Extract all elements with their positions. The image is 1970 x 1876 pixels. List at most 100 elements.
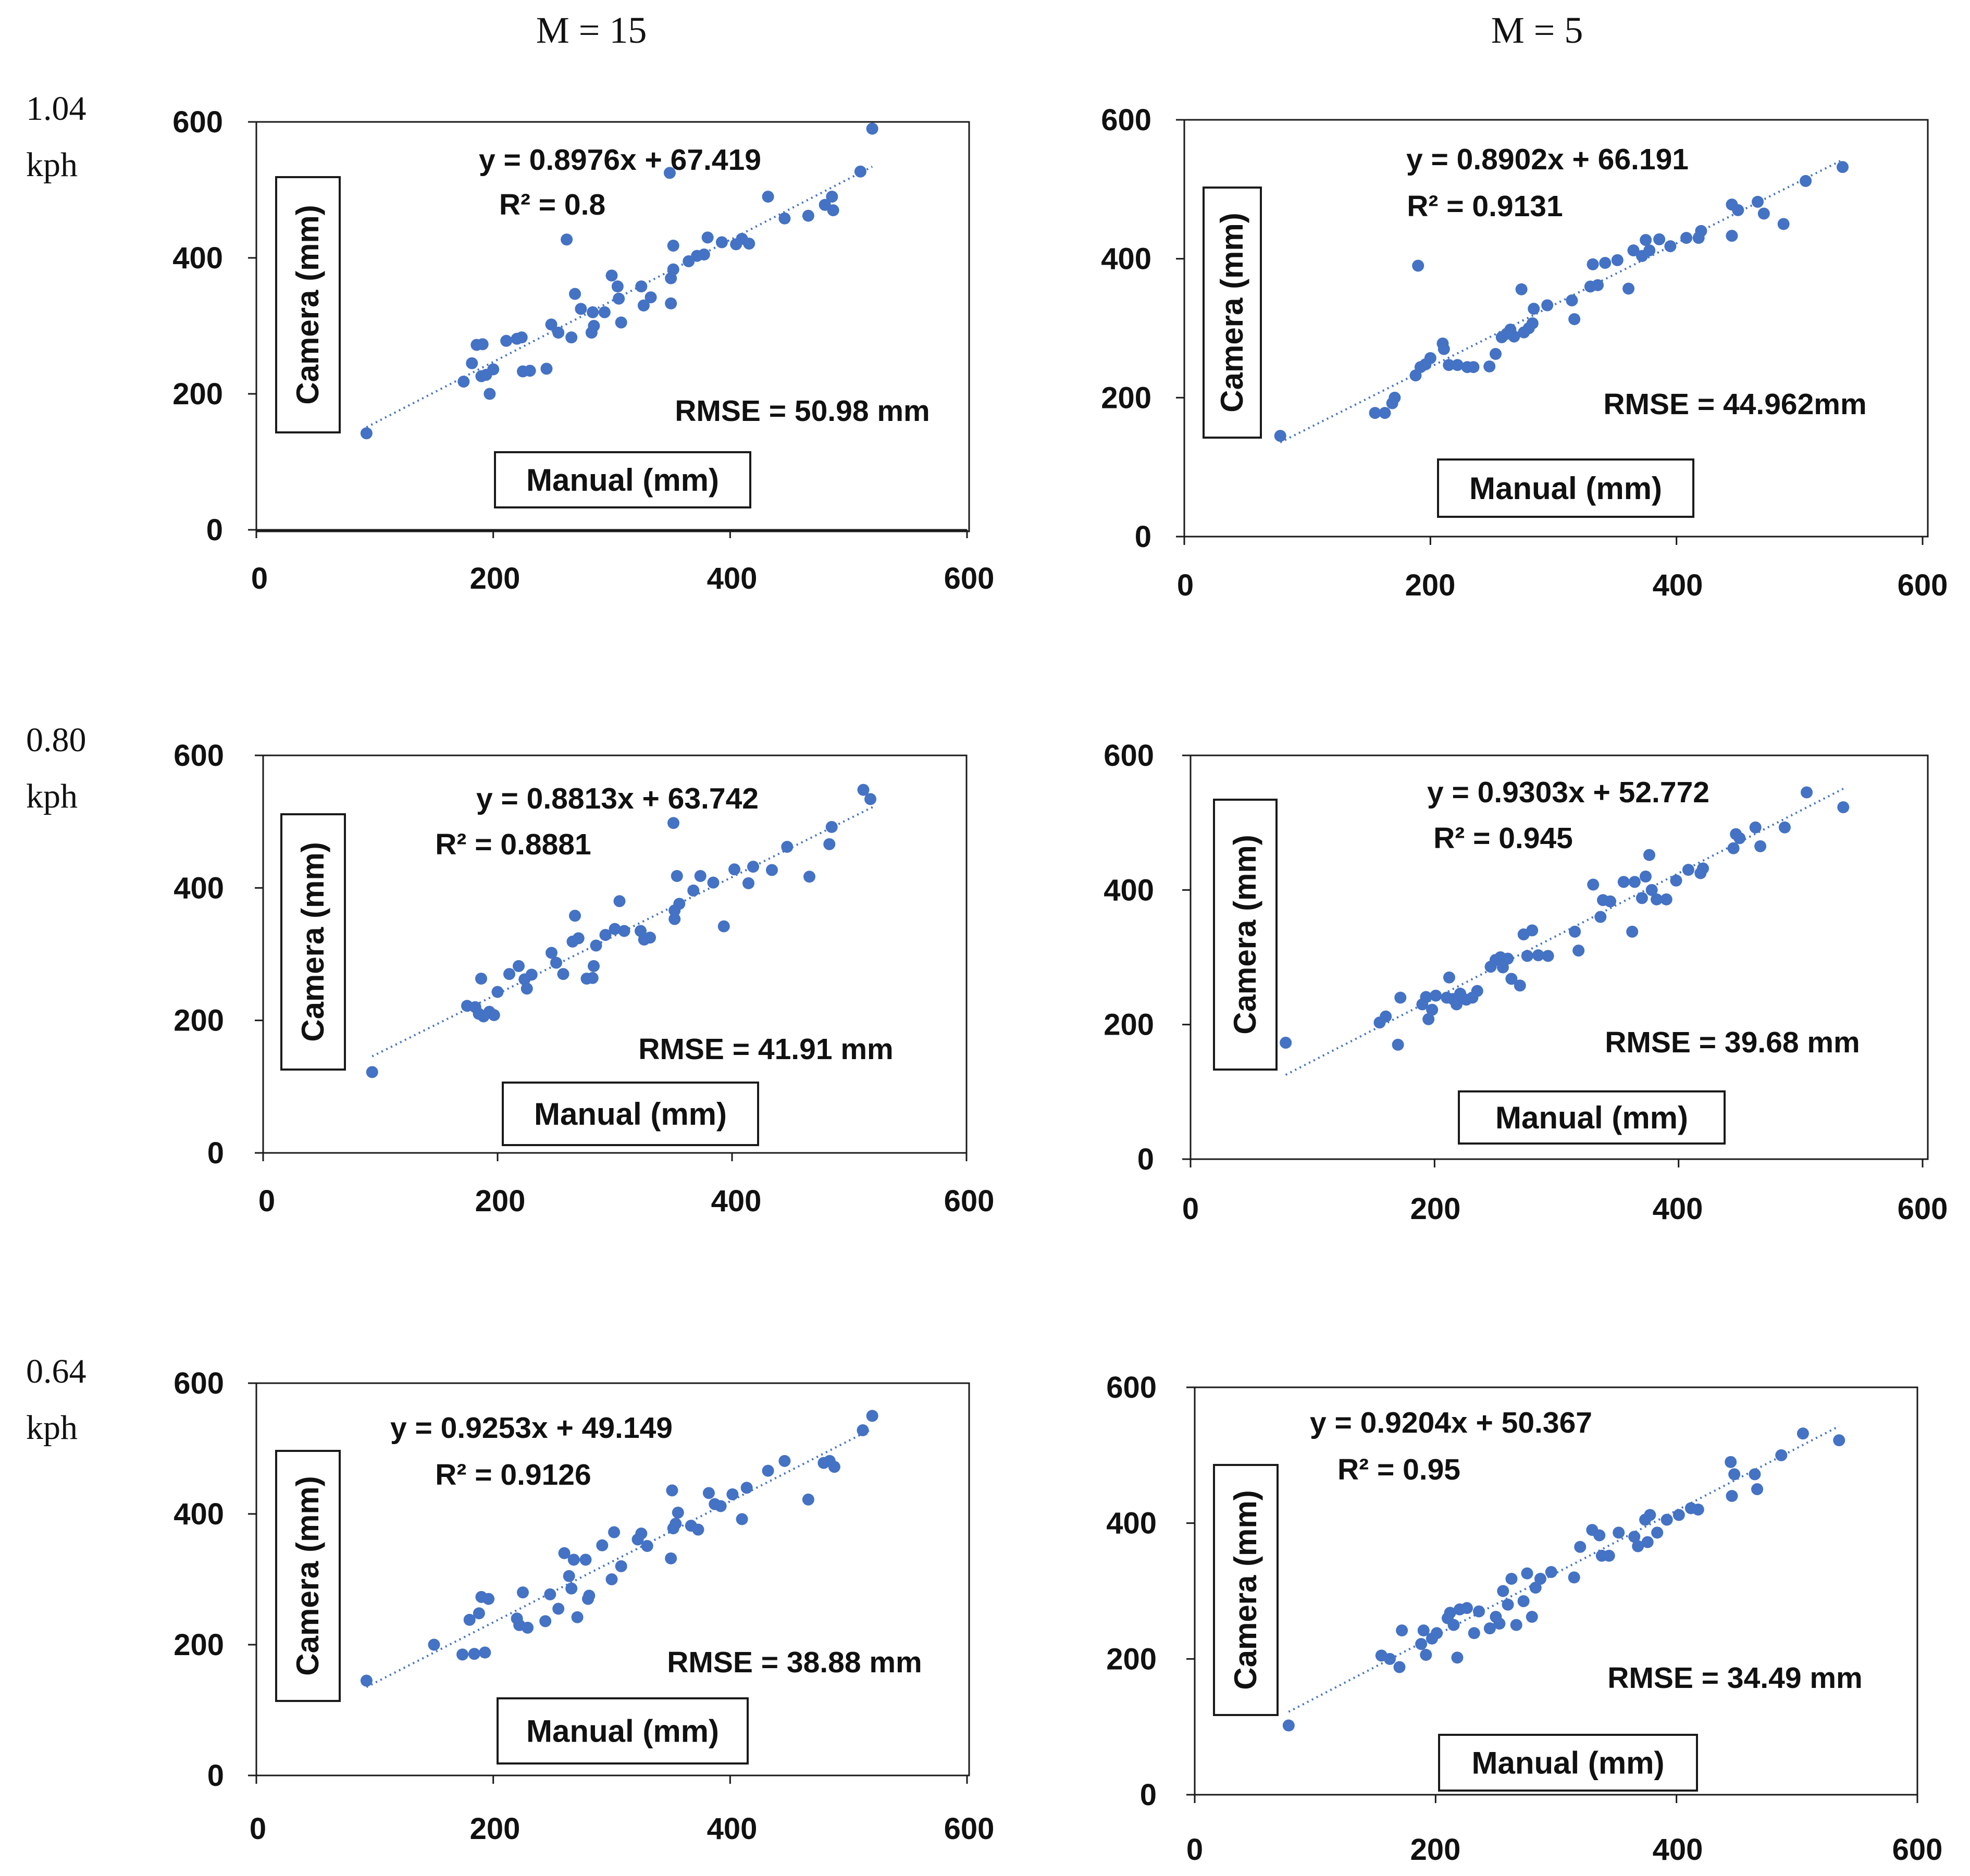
data-point	[1426, 1003, 1439, 1016]
data-point	[1508, 330, 1520, 343]
y-axis-title-box	[1203, 187, 1262, 439]
x-tick-label: 600	[1892, 1833, 1943, 1867]
x-tick-label: 400	[1653, 568, 1703, 602]
trendline-equation: y = 0.9303x + 52.772	[1427, 776, 1709, 809]
data-point	[692, 1523, 704, 1536]
data-point	[1645, 884, 1658, 896]
data-point	[728, 863, 740, 876]
y-tick-label: 0	[207, 1136, 224, 1170]
data-point	[615, 316, 627, 329]
y-tick-label: 200	[174, 1004, 224, 1038]
data-point	[1383, 1653, 1396, 1665]
scatter-panel-m5-0.80kph: 0 200 400 600 0 200 400 600 y = 0.9303x + 52.772…	[1104, 739, 1948, 1226]
data-point	[1800, 175, 1812, 187]
data-point	[778, 1455, 791, 1467]
data-point	[1369, 407, 1381, 419]
data-point	[1733, 832, 1746, 844]
data-point	[609, 923, 621, 935]
data-point	[1651, 893, 1663, 905]
data-point	[1754, 840, 1767, 852]
x-tick-label: 600	[944, 1184, 995, 1218]
data-point	[596, 1539, 609, 1551]
data-point	[1280, 1037, 1292, 1049]
data-point	[569, 910, 581, 922]
y-tick-label: 200	[1106, 1642, 1157, 1676]
y-tick-label: 600	[1106, 1371, 1157, 1405]
y-tick-label: 0	[206, 513, 223, 547]
x-tick-label: 200	[1410, 1833, 1461, 1867]
scatter-panel-m5-1.04kph: 0 200 400 600 0 200 400 600 y = 0.8902x + 66.191…	[1101, 103, 1948, 602]
data-point	[1836, 161, 1849, 173]
data-point	[1526, 317, 1539, 330]
data-point	[1502, 1598, 1514, 1611]
data-point	[715, 236, 728, 249]
y-tick-label: 0	[1137, 1142, 1154, 1176]
data-point	[857, 1424, 869, 1436]
trendline-equation: y = 0.8902x + 66.191	[1406, 143, 1689, 176]
data-point	[552, 327, 565, 339]
y-axis-title: Camera (mm)	[295, 842, 330, 1041]
data-point	[1473, 1605, 1485, 1618]
y-tick-label: 0	[1135, 520, 1151, 554]
data-point	[1510, 1619, 1522, 1631]
y-tick-label: 400	[1101, 242, 1151, 276]
data-point	[1460, 1602, 1473, 1614]
data-point	[1517, 1595, 1530, 1608]
y-axis-title-box	[1213, 1464, 1279, 1716]
data-point	[1725, 1456, 1737, 1468]
data-point	[1777, 218, 1790, 230]
data-point	[557, 968, 569, 980]
data-point	[1521, 950, 1533, 962]
scatter-panel-m5-0.64kph: 0 200 400 600 0 200 400 600 y = 0.9204x + 50.367…	[1106, 1371, 1942, 1867]
data-point	[545, 318, 557, 331]
data-point	[645, 291, 657, 304]
data-point	[1801, 786, 1813, 799]
data-point	[550, 956, 562, 969]
row-header-speed-0.80: 0.80	[26, 721, 86, 759]
x-tick-label: 200	[1405, 568, 1456, 602]
y-tick-label: 200	[1101, 381, 1151, 415]
data-point	[1592, 279, 1604, 291]
data-point	[701, 231, 714, 244]
data-point	[702, 1487, 715, 1499]
r-squared-label: R² = 0.8881	[435, 828, 591, 861]
data-point	[605, 1573, 618, 1585]
data-point	[563, 1570, 575, 1582]
y-axis-title-box	[275, 1450, 341, 1702]
r-squared-label: R² = 0.8	[499, 188, 605, 221]
data-point	[615, 1560, 627, 1572]
data-point	[1569, 925, 1581, 938]
linear-trendline	[366, 1427, 873, 1688]
data-point	[463, 1613, 476, 1626]
data-point	[1627, 244, 1640, 257]
data-point	[854, 165, 866, 178]
data-point	[575, 303, 587, 315]
data-point	[587, 306, 599, 318]
data-point	[1417, 1624, 1430, 1637]
data-point	[360, 427, 373, 440]
data-point	[1521, 1567, 1533, 1580]
data-point	[468, 1648, 480, 1660]
x-tick-label: 400	[1653, 1833, 1703, 1867]
data-point	[666, 1484, 678, 1497]
x-tick-label: 0	[258, 1184, 275, 1218]
data-point	[513, 960, 525, 972]
data-point	[1726, 1490, 1738, 1502]
x-axis-title: Manual (mm)	[526, 1714, 719, 1749]
data-point	[1444, 1607, 1456, 1619]
data-point	[742, 877, 754, 889]
data-point	[618, 925, 630, 937]
x-tick-label: 400	[707, 562, 758, 595]
data-point	[747, 861, 759, 873]
y-tick-label: 400	[174, 1497, 224, 1531]
x-tick-label: 600	[944, 562, 995, 595]
data-point	[1697, 862, 1709, 875]
data-point	[1574, 1540, 1587, 1553]
data-point	[1682, 864, 1694, 876]
r-squared-label: R² = 0.945	[1433, 822, 1573, 855]
data-point	[672, 1506, 684, 1519]
data-point	[1661, 1513, 1673, 1526]
data-point	[1796, 1427, 1809, 1440]
data-point	[1636, 892, 1648, 904]
data-point	[1471, 985, 1483, 997]
